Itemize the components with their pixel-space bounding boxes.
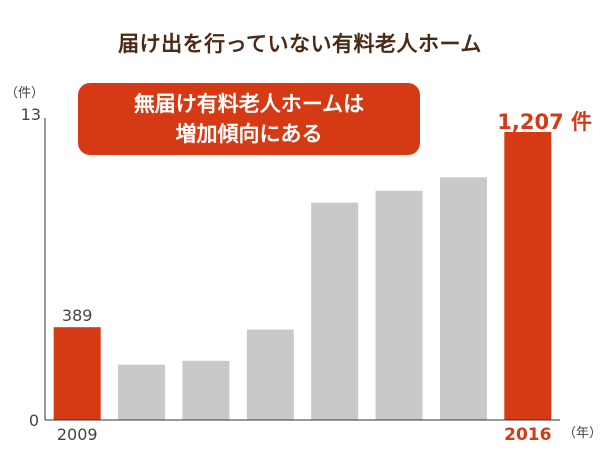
y-tick-top: 13 (21, 105, 41, 124)
bar-2016 (504, 132, 552, 420)
highlight-value-label: 1,207 件 (497, 110, 592, 134)
y-tick-zero: 0 (29, 411, 39, 430)
callout-line-1: 無届け有料老人ホームは (133, 92, 365, 116)
x-tick-2009: 2009 (57, 425, 98, 444)
bar-2009 (53, 327, 101, 420)
bar-2015 (439, 177, 487, 420)
x-axis-unit-label: （年） (563, 426, 600, 441)
chart-title: 届け出を行っていない有料老人ホーム (118, 32, 482, 56)
bar-2012 (246, 329, 294, 420)
bar-2014 (375, 190, 423, 420)
y-axis-unit-label: （件） (5, 86, 44, 101)
bar-2011 (182, 360, 230, 420)
callout-line-2: 増加傾向にある (175, 122, 323, 146)
data-label-2009: 389 (62, 306, 93, 325)
x-tick-2016: 2016 (504, 425, 551, 445)
bar-2013 (311, 202, 359, 420)
callout-box: 無届け有料老人ホームは 増加傾向にある (78, 83, 420, 155)
bar-2010 (118, 364, 166, 420)
